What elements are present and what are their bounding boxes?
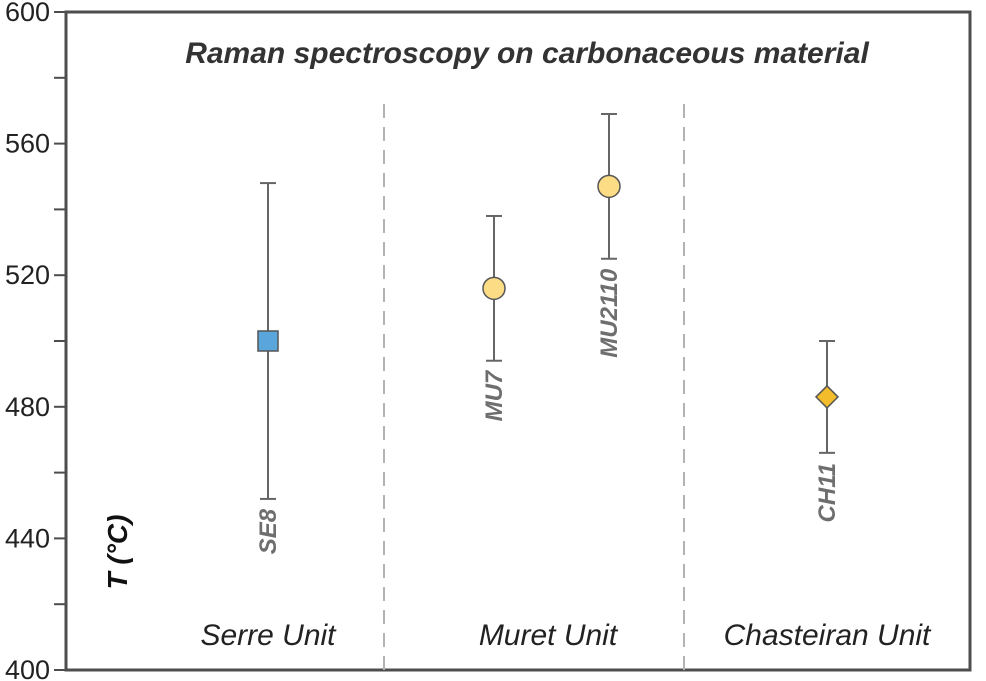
sample-label: CH11 — [814, 463, 841, 523]
sample-labels: SE8 MU7 MU2110 CH11 — [255, 268, 841, 554]
y-tick-label: 400 — [5, 655, 50, 681]
y-tick-label: 480 — [5, 392, 50, 422]
sample-label: MU7 — [481, 369, 508, 421]
y-tick-label: 600 — [5, 0, 50, 27]
y-tick-labels: 400 440 480 520 560 600 — [5, 0, 50, 681]
y-axis-label: T (°C) — [102, 515, 133, 590]
y-tick-label: 520 — [5, 260, 50, 290]
error-bars — [260, 112, 835, 500]
sample-label: MU2110 — [596, 268, 623, 358]
data-point-circle — [482, 276, 506, 301]
group-label: Muret Unit — [479, 619, 619, 652]
data-markers — [257, 174, 840, 409]
group-dividers — [383, 104, 685, 670]
data-point-diamond — [814, 384, 840, 409]
group-labels: Serre Unit Muret Unit Chasteiran Unit — [200, 619, 932, 652]
sample-label: SE8 — [255, 508, 282, 554]
data-point-circle — [597, 174, 621, 199]
y-tick-label: 560 — [5, 129, 50, 159]
group-label: Chasteiran Unit — [724, 619, 932, 652]
y-tick-label: 440 — [5, 523, 50, 553]
axes-layer — [54, 10, 972, 672]
group-label: Serre Unit — [200, 619, 337, 652]
data-point-square — [257, 330, 279, 352]
chart-title: Raman spectroscopy on carbonaceous mater… — [185, 37, 869, 70]
